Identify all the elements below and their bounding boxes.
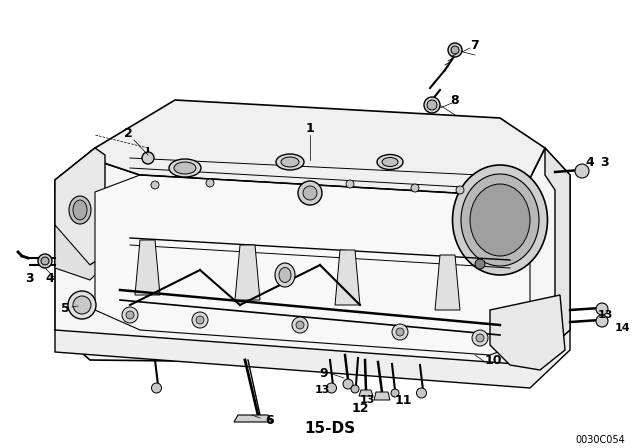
Circle shape <box>475 259 485 269</box>
Ellipse shape <box>169 159 201 177</box>
Polygon shape <box>95 100 545 195</box>
Text: 1: 1 <box>306 121 314 134</box>
Polygon shape <box>55 148 570 365</box>
Circle shape <box>122 307 138 323</box>
Text: 2: 2 <box>124 126 132 139</box>
Circle shape <box>456 186 464 194</box>
Text: 12: 12 <box>352 401 369 414</box>
Ellipse shape <box>281 157 299 167</box>
Circle shape <box>427 100 437 110</box>
Polygon shape <box>55 225 105 280</box>
Ellipse shape <box>174 162 196 174</box>
Ellipse shape <box>279 267 291 283</box>
Text: 4: 4 <box>585 155 594 168</box>
Circle shape <box>192 312 208 328</box>
Ellipse shape <box>275 263 295 287</box>
Text: 3: 3 <box>600 155 609 168</box>
Circle shape <box>343 379 353 389</box>
Circle shape <box>298 181 322 205</box>
Circle shape <box>424 97 440 113</box>
Text: 0030C054: 0030C054 <box>575 435 625 445</box>
Text: 4: 4 <box>45 271 54 284</box>
Circle shape <box>68 291 96 319</box>
Circle shape <box>596 315 608 327</box>
Circle shape <box>448 43 462 57</box>
Circle shape <box>41 257 49 265</box>
Circle shape <box>575 164 589 178</box>
Ellipse shape <box>461 174 539 266</box>
Circle shape <box>411 184 419 192</box>
Circle shape <box>196 316 204 324</box>
Ellipse shape <box>470 184 530 256</box>
Ellipse shape <box>382 158 398 167</box>
Text: 11: 11 <box>395 393 413 406</box>
Circle shape <box>296 321 304 329</box>
Text: 10: 10 <box>485 353 502 366</box>
Polygon shape <box>135 240 160 295</box>
Text: 7: 7 <box>470 39 479 52</box>
Circle shape <box>303 186 317 200</box>
Circle shape <box>451 46 459 54</box>
Text: 13: 13 <box>598 310 613 320</box>
Text: 6: 6 <box>265 414 274 426</box>
Ellipse shape <box>377 155 403 169</box>
Polygon shape <box>55 148 105 265</box>
Polygon shape <box>335 250 360 305</box>
Circle shape <box>151 181 159 189</box>
Text: 13: 13 <box>315 385 330 395</box>
Circle shape <box>392 324 408 340</box>
Ellipse shape <box>276 154 304 170</box>
Circle shape <box>346 180 354 188</box>
Text: 13: 13 <box>360 395 375 405</box>
Text: 14: 14 <box>615 323 630 333</box>
Circle shape <box>326 383 337 393</box>
Polygon shape <box>235 245 260 300</box>
Text: 3: 3 <box>26 271 35 284</box>
Circle shape <box>126 311 134 319</box>
Circle shape <box>142 152 154 164</box>
Text: 9: 9 <box>319 366 328 379</box>
Circle shape <box>292 317 308 333</box>
Circle shape <box>396 328 404 336</box>
Polygon shape <box>234 415 272 422</box>
Polygon shape <box>490 295 565 370</box>
Polygon shape <box>359 390 373 396</box>
Ellipse shape <box>69 196 91 224</box>
Text: 15-DS: 15-DS <box>305 421 356 435</box>
Circle shape <box>351 385 359 393</box>
Circle shape <box>73 296 91 314</box>
Circle shape <box>596 303 608 315</box>
Polygon shape <box>530 148 570 365</box>
Circle shape <box>152 383 161 393</box>
Circle shape <box>417 388 426 398</box>
Polygon shape <box>435 255 460 310</box>
Polygon shape <box>55 330 570 388</box>
Ellipse shape <box>452 165 547 275</box>
Circle shape <box>391 389 399 397</box>
Text: 5: 5 <box>61 302 69 314</box>
Text: 8: 8 <box>450 94 459 107</box>
Circle shape <box>206 179 214 187</box>
Ellipse shape <box>73 200 87 220</box>
Polygon shape <box>374 392 390 400</box>
Circle shape <box>472 330 488 346</box>
Polygon shape <box>55 148 95 192</box>
Polygon shape <box>95 175 530 355</box>
Circle shape <box>476 334 484 342</box>
Circle shape <box>38 254 52 268</box>
